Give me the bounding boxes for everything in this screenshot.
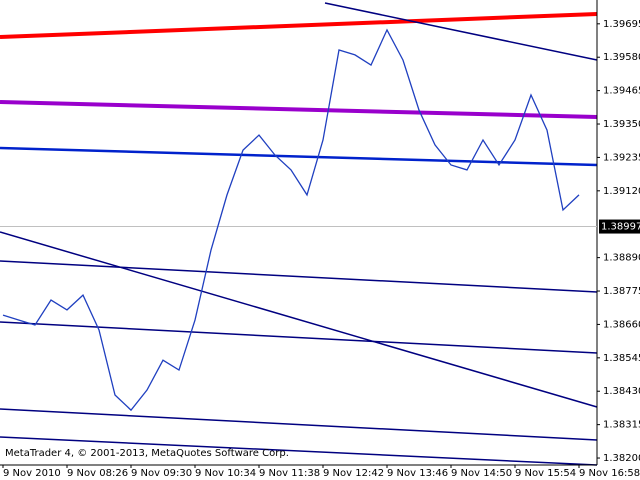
- x-tick-label: 9 Nov 12:42: [323, 468, 384, 479]
- y-tick-label: 1.38545: [603, 353, 640, 364]
- trend-line: [0, 12, 598, 39]
- x-tick-label: 9 Nov 11:38: [259, 468, 320, 479]
- y-tick-label: 1.39120: [603, 186, 640, 197]
- current-price-label: 1.38997: [601, 222, 640, 233]
- trend-lines: [0, 2, 598, 466]
- trend-line: [0, 321, 598, 354]
- y-tick-label: 1.39350: [603, 119, 640, 130]
- trend-line: [324, 2, 598, 61]
- y-tick-label: 1.38660: [603, 319, 640, 330]
- x-tick-label: 9 Nov 14:50: [451, 468, 512, 479]
- y-tick-label: 1.38430: [603, 386, 640, 397]
- y-tick-label: 1.39695: [603, 19, 640, 30]
- y-tick-label: 1.38775: [603, 286, 640, 297]
- x-tick-label: 9 Nov 08:26: [67, 468, 128, 479]
- trend-line: [0, 408, 598, 441]
- trend-line: [0, 436, 598, 466]
- price-line: [2, 28, 580, 412]
- y-tick-label: 1.39465: [603, 86, 640, 97]
- trend-line: [0, 231, 598, 408]
- trend-line: [0, 100, 598, 119]
- y-tick-label: 1.39580: [603, 52, 640, 63]
- x-tick-label: 9 Nov 2010: [3, 468, 61, 479]
- trend-line: [0, 260, 598, 293]
- watermark: MetaTrader 4, © 2001-2013, MetaQuotes So…: [5, 448, 289, 459]
- x-tick-label: 9 Nov 09:30: [131, 468, 192, 479]
- y-tick-label: 1.38315: [603, 420, 640, 431]
- x-tick-label: 9 Nov 13:46: [387, 468, 448, 479]
- y-tick-label: 1.39235: [603, 152, 640, 163]
- x-tick-label: 9 Nov 10:34: [195, 468, 256, 479]
- x-tick-label: 9 Nov 15:54: [515, 468, 576, 479]
- y-tick-label: 1.38890: [603, 253, 640, 264]
- y-tick-label: 1.38200: [603, 453, 640, 464]
- x-tick-label: 9 Nov 16:58: [579, 468, 640, 479]
- current-price-box: [599, 219, 640, 234]
